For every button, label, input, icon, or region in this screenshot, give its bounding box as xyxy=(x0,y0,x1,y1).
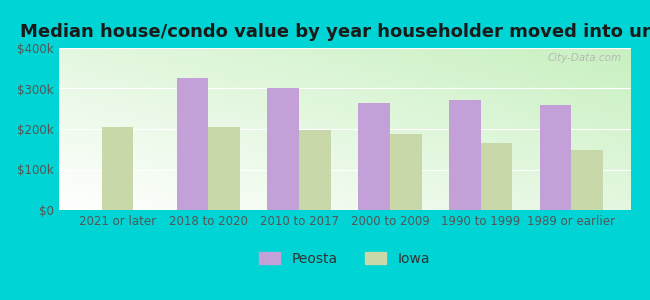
Bar xyxy=(390,134,422,210)
Bar xyxy=(358,103,390,210)
Bar xyxy=(571,150,603,210)
Bar xyxy=(481,143,512,210)
Bar xyxy=(267,88,299,210)
Bar xyxy=(208,127,240,210)
Bar xyxy=(449,100,481,210)
Bar xyxy=(101,127,133,210)
Bar xyxy=(177,78,208,210)
Bar xyxy=(299,130,331,210)
Text: City-Data.com: City-Data.com xyxy=(548,53,622,63)
Legend: Peosta, Iowa: Peosta, Iowa xyxy=(254,246,436,271)
Title: Median house/condo value by year householder moved into unit: Median house/condo value by year househo… xyxy=(20,23,650,41)
Bar xyxy=(540,105,571,210)
